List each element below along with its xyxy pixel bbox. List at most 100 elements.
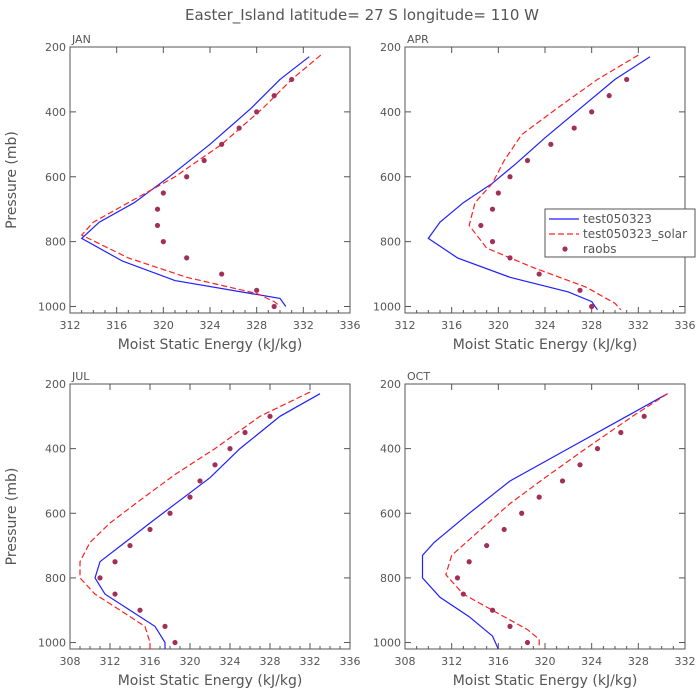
series-line-test050323-solar (445, 393, 668, 649)
x-axis-label: Moist Static Energy (kJ/kg) (453, 337, 638, 353)
y-tick-label: 600 (380, 171, 401, 184)
x-tick-label: 308 (395, 655, 416, 668)
legend-label: test050323_solar (583, 227, 687, 241)
raobs-point (227, 446, 233, 452)
raobs-point (507, 623, 513, 629)
x-tick-label: 324 (535, 319, 556, 332)
y-tick-label: 600 (45, 171, 66, 184)
y-tick-label: 1000 (38, 637, 66, 650)
y-tick-label: 200 (45, 41, 66, 54)
series-line-test050323 (80, 56, 310, 307)
series-line-test050323-solar (79, 391, 311, 649)
x-tick-label: 332 (628, 319, 649, 332)
series-line-test050323-solar (468, 54, 639, 311)
raobs-point (112, 559, 118, 565)
y-tick-label: 400 (380, 106, 401, 119)
raobs-point (147, 526, 153, 533)
raobs-point (271, 303, 277, 310)
raobs-point (484, 542, 490, 549)
x-axis-label: Moist Static Energy (kJ/kg) (118, 673, 303, 689)
x-tick-label: 324 (581, 655, 602, 668)
x-tick-label: 316 (140, 655, 161, 668)
figure-title: Easter_Island latitude= 27 S longitude= … (185, 6, 539, 25)
y-tick-label: 800 (45, 236, 66, 249)
raobs-point (478, 222, 484, 229)
raobs-point (162, 623, 168, 629)
y-axis-label: Pressure (mb) (4, 468, 20, 566)
x-tick-label: 312 (395, 319, 416, 332)
panel-apr: APR 312 316 320 324 328 332 336 200 400 600 800 1000… (373, 33, 696, 353)
raobs-point (271, 93, 277, 99)
raobs-point (187, 494, 193, 500)
raobs-point (577, 287, 583, 293)
raobs-point (219, 141, 225, 147)
legend-box (544, 208, 696, 258)
raobs-point (536, 494, 542, 500)
x-tick-label: 308 (60, 655, 81, 668)
legend-label: test050323 (583, 212, 652, 226)
raobs-point (571, 125, 577, 131)
x-tick-label: 316 (488, 655, 509, 668)
panel-title: APR (407, 33, 429, 46)
y-tick-label: 400 (45, 443, 66, 456)
y-tick-label: 1000 (38, 301, 66, 314)
raobs-point (641, 413, 647, 419)
raobs-point (466, 559, 472, 565)
raobs-point (236, 125, 242, 131)
plot-frame (404, 383, 686, 650)
raobs-point (524, 157, 531, 164)
raobs-point (536, 271, 542, 277)
legend-label: raobs (583, 242, 617, 256)
y-tick-label: 1000 (373, 637, 401, 650)
raobs-point (184, 174, 190, 180)
panel-title: JUL (71, 370, 90, 383)
x-tick-label: 336 (340, 655, 361, 668)
x-tick-label: 312 (60, 319, 81, 332)
plot-frame (69, 383, 351, 650)
raobs-point (167, 510, 173, 516)
series-line-test050323 (94, 393, 321, 649)
raobs-point (184, 255, 190, 261)
raobs-point (495, 190, 501, 196)
y-axis-label: Pressure (mb) (4, 131, 20, 229)
plot-frame (404, 46, 686, 314)
raobs-point (559, 478, 566, 484)
raobs-point (548, 141, 554, 147)
raobs-point (219, 271, 225, 277)
raobs-point (201, 157, 207, 164)
x-tick-label: 332 (675, 655, 696, 668)
raobs-point (160, 190, 166, 196)
x-tick-label: 324 (200, 319, 221, 332)
raobs-point (212, 462, 218, 468)
raobs-point (289, 76, 295, 83)
x-tick-label: 328 (246, 319, 267, 332)
y-tick-label: 800 (380, 236, 401, 249)
raobs-point (254, 109, 260, 115)
x-tick-label: 324 (220, 655, 241, 668)
x-axis-label: Moist Static Energy (kJ/kg) (453, 673, 638, 689)
raobs-point (172, 639, 178, 646)
x-tick-label: 316 (441, 319, 462, 332)
panels-group: JAN 312 316 320 324 328 332 336 200 400 600 800 1000… (4, 33, 696, 689)
raobs-point (97, 575, 103, 581)
panel-title: JAN (71, 33, 91, 46)
x-tick-label: 312 (441, 655, 462, 668)
y-tick-label: 400 (45, 106, 66, 119)
raobs-point (507, 255, 513, 261)
raobs-point (589, 109, 595, 115)
panel-jul: JUL 308 312 316 320 324 328 332 336 200 400 600 800 1… (4, 370, 361, 689)
raobs-point (242, 429, 248, 436)
raobs-point (519, 510, 525, 516)
panel-oct: OCT 308 312 316 320 324 328 332 200 400 600 800 1000… (373, 370, 696, 689)
legend-marker-raobs (562, 246, 568, 252)
x-tick-label: 312 (100, 655, 121, 668)
raobs-point (137, 607, 143, 613)
raobs-point (524, 639, 531, 646)
raobs-point (618, 429, 624, 436)
raobs-point (489, 206, 496, 212)
x-tick-label: 328 (581, 319, 602, 332)
raobs-point (489, 239, 496, 245)
panel-jan: JAN 312 316 320 324 328 332 336 200 400 600 800 1000… (4, 33, 361, 353)
y-tick-label: 400 (380, 443, 401, 456)
